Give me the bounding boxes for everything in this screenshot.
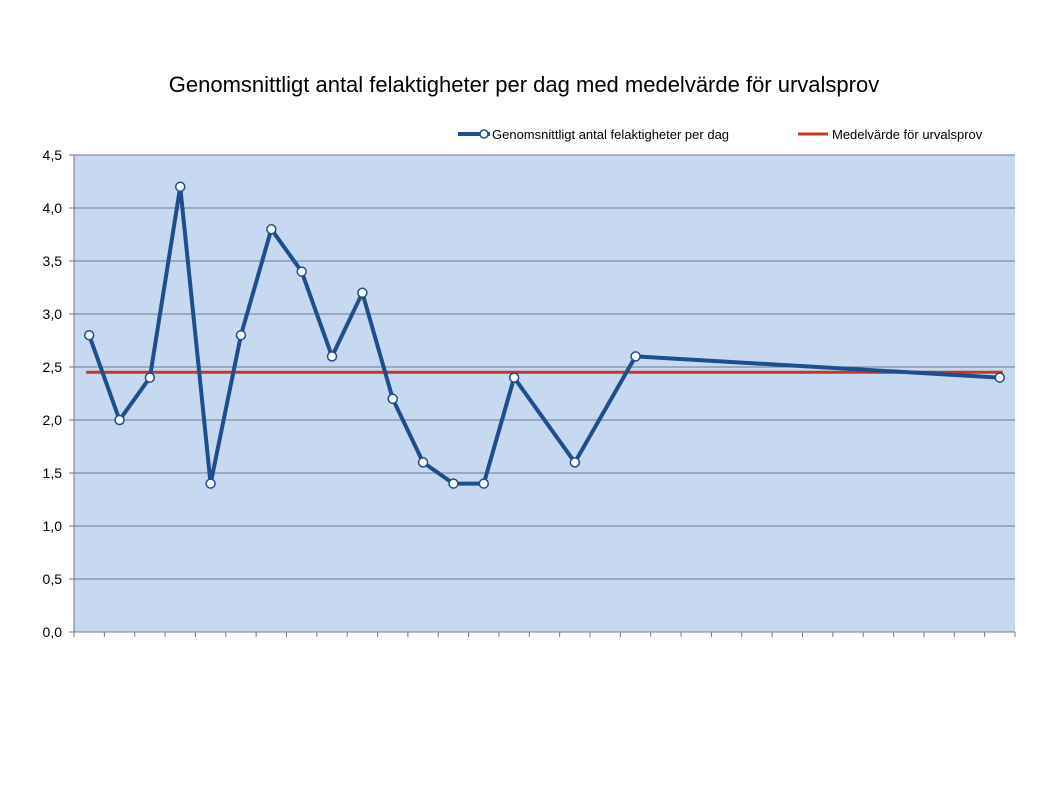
data-point	[508, 372, 520, 383]
y-tick-label: 3,0	[43, 306, 63, 322]
legend-label-main-series: Genomsnittligt antal felaktigheter per d…	[492, 127, 729, 142]
data-point	[205, 478, 216, 489]
x-axis-ticks	[73, 632, 1016, 637]
y-axis-tick-labels: 0,0 0,5 1,0 1,5 2,0 2,5 3,0 3,5 4,0 4,5	[43, 147, 74, 640]
data-point	[569, 457, 581, 468]
legend: Genomsnittligt antal felaktigheter per d…	[458, 127, 983, 142]
y-tick-label: 1,5	[43, 465, 63, 481]
data-point	[235, 329, 247, 341]
y-tick-label: 2,5	[43, 359, 63, 375]
data-point	[478, 478, 490, 489]
data-point	[114, 414, 125, 426]
y-tick-label: 0,0	[43, 624, 63, 640]
y-tick-label: 1,0	[43, 518, 63, 534]
data-point	[174, 181, 186, 193]
data-point	[630, 351, 641, 362]
gridlines	[74, 154, 1015, 580]
data-point	[326, 351, 338, 362]
y-tick-label: 2,0	[43, 412, 63, 428]
y-tick-label: 0,5	[43, 571, 63, 587]
data-point	[144, 372, 156, 383]
data-point	[83, 329, 95, 341]
legend-marker-main-series	[479, 129, 489, 139]
series-line	[87, 184, 1000, 486]
series-group	[83, 181, 1006, 489]
data-point	[266, 223, 277, 235]
data-point	[357, 287, 368, 299]
legend-label-mean: Medelvärde för urvalsprov	[832, 127, 983, 142]
y-tick-label: 3,5	[43, 253, 63, 269]
y-tick-label: 4,5	[43, 147, 63, 163]
y-tick-label: 4,0	[43, 200, 63, 216]
chart-title: Genomsnittligt antal felaktigheter per d…	[168, 72, 880, 97]
data-point	[417, 457, 429, 468]
data-point	[448, 478, 459, 489]
data-point	[296, 266, 307, 277]
data-point	[387, 393, 398, 405]
plot-area	[74, 155, 1015, 632]
data-point	[994, 372, 1006, 383]
